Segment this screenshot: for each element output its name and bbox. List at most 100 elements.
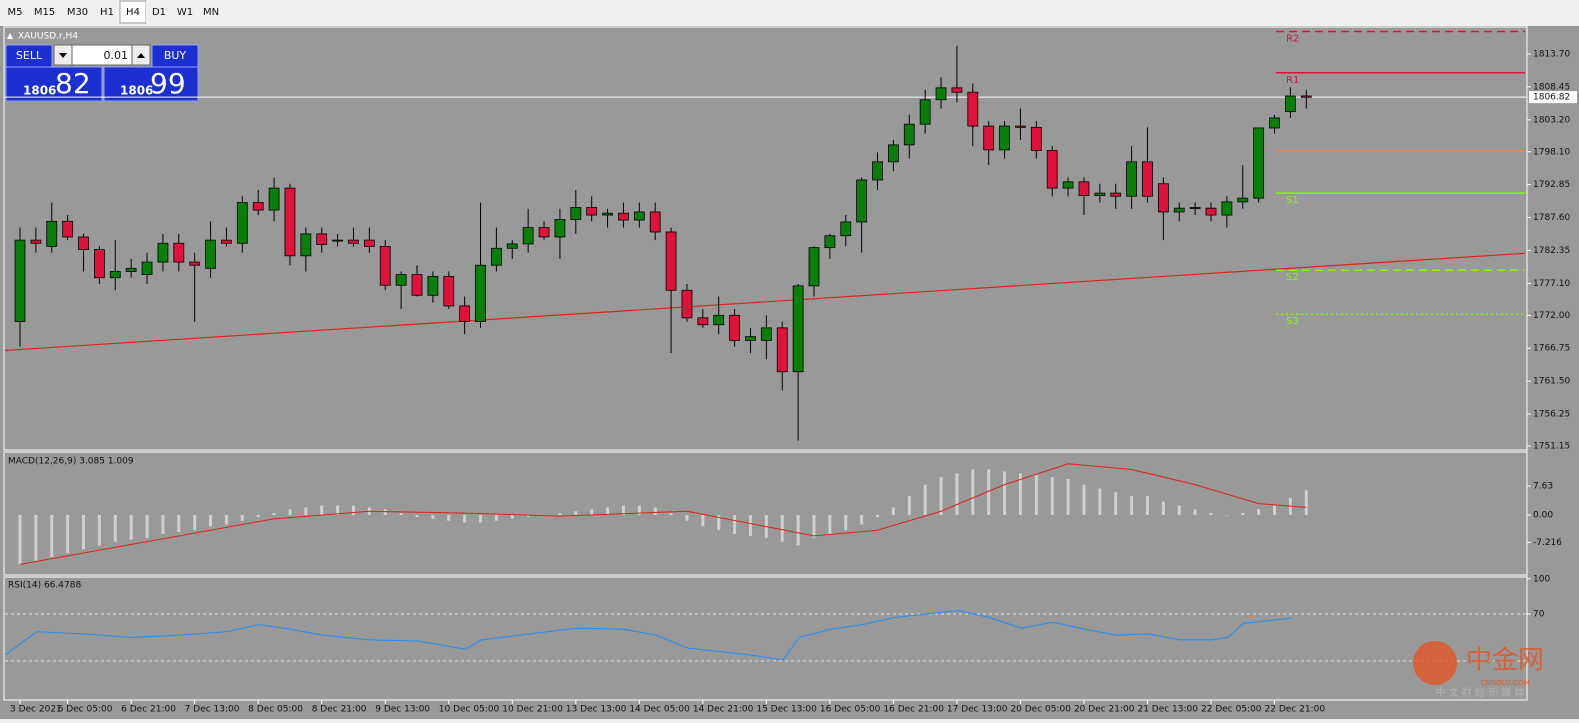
candle-body (1157, 183, 1169, 213)
watermark-site: CNGOLD.COM (1480, 679, 1529, 687)
y-tick-label: 7.63 (1533, 482, 1553, 492)
macd-bar (1130, 496, 1134, 516)
candle-body (62, 220, 74, 238)
macd-bar (1003, 471, 1007, 516)
macd-bar (161, 515, 165, 534)
candle-body (602, 212, 613, 216)
x-tick-label: 14 Dec 05:00 (629, 705, 690, 715)
candle-body (872, 161, 883, 181)
x-tick-label: 13 Dec 13:00 (566, 705, 627, 715)
timeframe-button[interactable] (28, 1, 61, 23)
macd-bar (336, 505, 340, 516)
macd-bar (399, 513, 403, 516)
macd-bar (1177, 505, 1181, 516)
macd-bar (431, 515, 435, 519)
macd-bar (796, 515, 800, 546)
timeframe-button[interactable] (198, 1, 224, 23)
candle-body (967, 91, 979, 127)
symbol-label: XAUUSD.r,H4 (18, 32, 78, 42)
timeframe-button[interactable] (2, 1, 28, 23)
timeframe-button[interactable] (94, 1, 120, 23)
candle-body (697, 317, 709, 326)
candle-body (1030, 126, 1042, 151)
macd-bar (1257, 509, 1261, 516)
macd-bar (971, 469, 975, 516)
candle-body (236, 202, 248, 244)
candle-body (808, 247, 820, 287)
macd-bar (463, 515, 467, 523)
candle-body (1205, 207, 1217, 216)
candle-body (1237, 197, 1249, 203)
macd-bar (1114, 492, 1118, 516)
current-price-box (1529, 91, 1577, 104)
timeframe-label: M30 (67, 7, 88, 18)
x-tick-label: 20 Dec 05:00 (1010, 705, 1071, 715)
candle-body (363, 239, 375, 247)
macd-bar (637, 505, 641, 516)
ask-box[interactable] (103, 66, 199, 102)
x-tick-label: 8 Dec 05:00 (248, 705, 303, 715)
macd-bar (272, 513, 276, 516)
candle-body (713, 314, 725, 326)
timeframe-button[interactable] (146, 1, 172, 23)
macd-bar (494, 515, 498, 521)
candle-body (618, 212, 629, 221)
macd-bar (1034, 475, 1038, 516)
candle-body (157, 242, 169, 263)
candle-body (840, 221, 852, 237)
y-tick-label: 1756.25 (1533, 410, 1570, 420)
x-tick-label: 9 Dec 13:00 (375, 705, 430, 715)
x-tick-label: 10 Dec 05:00 (439, 705, 500, 715)
candle-body (189, 261, 201, 266)
macd-bar (1241, 513, 1245, 516)
macd-bar (860, 515, 864, 525)
candle-body (760, 327, 772, 341)
candle-body (30, 239, 42, 244)
candle-body (1126, 161, 1137, 197)
macd-bar (876, 515, 880, 517)
y-tick-label: 0.00 (1533, 511, 1553, 521)
timeframe-label: M15 (34, 7, 55, 18)
candle-body (506, 243, 518, 249)
macd-bar (129, 515, 133, 540)
macd-signal (19, 463, 1307, 565)
timeframe-button[interactable] (61, 1, 94, 23)
y-tick-label: 1766.75 (1533, 344, 1570, 354)
macd-bar (1304, 490, 1308, 516)
x-tick-label: 16 Dec 05:00 (820, 705, 881, 715)
candle-body (554, 219, 566, 238)
macd-bar (621, 505, 625, 516)
bid-box[interactable] (5, 66, 103, 102)
timeframe-button[interactable] (172, 1, 198, 23)
macd-bar (701, 515, 705, 527)
panel-title: MACD(12,26,9) 3.085 1.009 (8, 457, 134, 467)
macd-bar (526, 515, 530, 517)
candle-body (46, 220, 58, 247)
x-tick-label: 16 Dec 21:00 (883, 705, 944, 715)
y-tick-label: 70 (1533, 610, 1545, 620)
macd-bar (955, 473, 959, 516)
candle-body (1221, 201, 1233, 216)
candle-body (173, 242, 185, 263)
candle-body (776, 327, 788, 373)
macd-bar (780, 515, 784, 542)
candle-body (427, 276, 439, 296)
x-tick-label: 6 Dec 21:00 (121, 705, 176, 715)
ask-big: 1806 (120, 84, 153, 98)
candle-body (522, 227, 534, 245)
panel-title: RSI(14) 66.4788 (8, 581, 81, 591)
macd-bar (1145, 496, 1149, 516)
macd-bar (987, 469, 991, 516)
macd-bar (891, 507, 895, 516)
y-tick-label: 100 (1533, 574, 1550, 584)
candle-body (999, 125, 1010, 151)
macd-bar (558, 513, 562, 516)
pivot-label: S1 (1286, 195, 1299, 206)
x-tick-label: 8 Dec 21:00 (312, 705, 367, 715)
candle-body (252, 202, 264, 211)
x-tick-label: 6 Dec 05:00 (58, 705, 113, 715)
candle-body (1015, 125, 1026, 128)
candle-body (1078, 181, 1090, 197)
x-tick-label: 17 Dec 13:00 (947, 705, 1008, 715)
candle-body (14, 239, 26, 322)
